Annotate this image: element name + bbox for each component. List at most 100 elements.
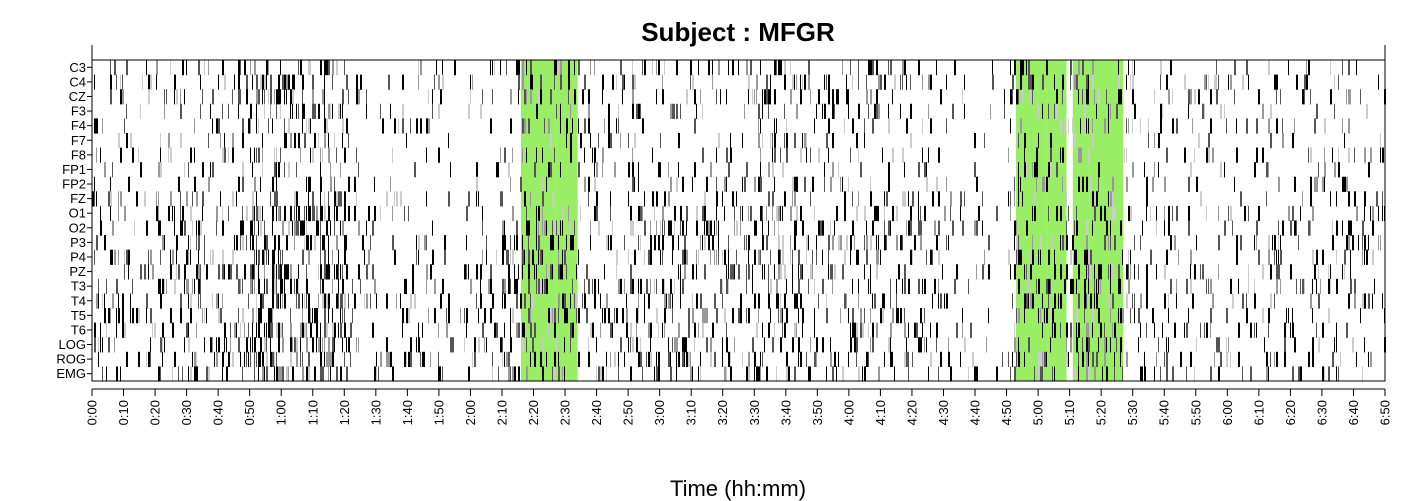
activity-mark [694,118,696,134]
activity-mark [188,278,189,295]
activity-mark [1270,293,1272,309]
activity-mark [1324,176,1325,192]
activity-mark [280,147,281,163]
activity-mark [600,366,602,382]
activity-mark [946,176,947,192]
activity-mark [1040,308,1041,324]
activity-mark [752,89,753,105]
activity-mark [992,74,994,90]
activity-mark [108,191,110,207]
activity-mark [658,351,660,368]
activity-mark [674,337,676,353]
activity-mark [1234,176,1235,192]
activity-mark [716,220,717,236]
activity-mark [828,89,830,105]
activity-mark [308,308,310,324]
activity-mark [852,191,853,207]
activity-mark [1286,308,1287,324]
activity-mark [302,74,304,90]
activity-mark [204,308,205,324]
activity-mark [1218,337,1220,353]
activity-mark [558,249,559,265]
activity-mark [1128,60,1129,76]
activity-mark [1162,103,1163,119]
activity-mark [324,264,326,280]
activity-mark [922,118,923,134]
activity-mark [258,322,260,338]
activity-mark [252,162,253,178]
activity-mark [114,337,115,353]
activity-mark [216,118,218,134]
activity-mark [730,264,732,280]
activity-mark [870,235,872,251]
activity-mark [822,337,824,353]
activity-mark [1130,308,1131,324]
activity-mark [766,89,768,105]
activity-mark [1064,118,1065,134]
activity-mark [1016,249,1017,265]
activity-mark [716,308,718,324]
activity-mark [886,235,887,251]
activity-mark [502,249,504,265]
activity-mark [496,249,497,265]
activity-mark [546,264,547,280]
activity-mark [682,278,684,295]
activity-mark [1014,322,1015,338]
channel-row-pz [124,264,1351,280]
activity-mark [1312,205,1314,222]
activity-mark [656,351,657,368]
activity-mark [356,74,358,90]
activity-mark [1282,118,1283,134]
activity-mark [534,162,536,178]
activity-mark [786,147,788,163]
activity-mark [718,235,719,251]
activity-mark [996,205,998,222]
activity-mark [938,220,940,236]
activity-mark [536,205,537,222]
activity-mark [938,293,939,309]
activity-mark [1324,147,1325,163]
activity-mark [1242,366,1243,382]
activity-mark [604,264,605,280]
activity-mark [340,293,342,309]
activity-mark [184,264,186,280]
activity-mark [188,366,189,382]
activity-mark [788,366,790,382]
activity-mark [878,235,879,251]
activity-mark [254,278,255,295]
activity-mark [330,351,332,368]
x-tick-label: 6:10 [1251,400,1266,425]
activity-mark [406,278,407,295]
activity-mark [1108,264,1109,280]
activity-mark [528,308,530,324]
activity-marks [92,60,1386,382]
activity-mark [358,89,360,105]
activity-mark [908,220,910,236]
activity-mark [112,162,113,178]
activity-mark [294,132,296,149]
activity-mark [194,118,195,134]
activity-mark [336,191,338,207]
activity-mark [816,337,818,353]
activity-mark [470,89,471,105]
activity-mark [904,351,906,368]
activity-mark [1184,322,1185,338]
activity-mark [640,278,642,295]
activity-mark [110,249,112,265]
activity-mark [1310,191,1312,207]
activity-mark [464,337,465,353]
activity-mark [278,249,279,265]
activity-mark [738,264,740,280]
activity-mark [1086,176,1088,192]
activity-mark [432,89,433,105]
activity-mark [1356,351,1357,368]
activity-mark [304,322,306,338]
activity-mark [834,103,835,119]
activity-mark [198,278,200,295]
activity-mark [732,264,734,280]
activity-mark [372,220,374,236]
activity-mark [890,293,891,309]
activity-mark [338,278,339,295]
activity-mark [182,205,184,222]
channel-label-p4: P4 [70,249,86,264]
